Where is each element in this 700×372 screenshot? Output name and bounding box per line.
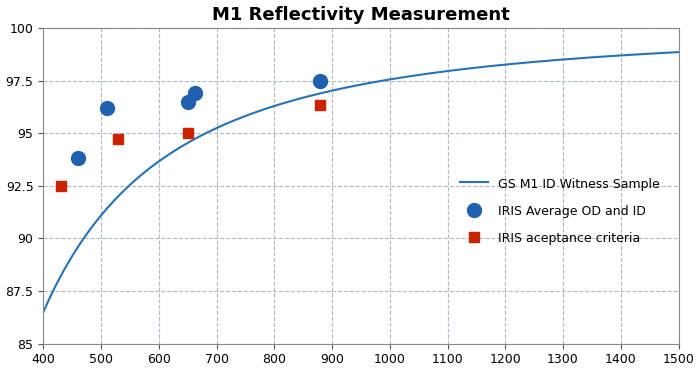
GS M1 ID Witness Sample [39,310,48,314]
GS M1 ID Witness Sample [296,96,304,101]
GS M1 ID Witness Sample [475,65,484,70]
GS M1 ID Witness Sample [674,50,682,54]
IRIS aceptance criteria [315,102,326,108]
IRIS Average OD and ID [182,99,193,105]
IRIS aceptance criteria [182,130,193,136]
IRIS aceptance criteria [113,137,124,142]
IRIS Average OD and ID [189,90,200,96]
GS M1 ID Witness Sample [546,58,554,63]
Title: M1 Reflectivity Measurement: M1 Reflectivity Measurement [212,6,510,23]
IRIS aceptance criteria [55,183,66,189]
IRIS Average OD and ID [315,77,326,83]
IRIS Average OD and ID [102,105,113,111]
Line: GS M1 ID Witness Sample: GS M1 ID Witness Sample [43,52,678,312]
IRIS Average OD and ID [72,155,83,161]
GS M1 ID Witness Sample [534,59,542,64]
GS M1 ID Witness Sample [104,205,112,209]
GS M1 ID Witness Sample [319,90,328,95]
Legend: GS M1 ID Witness Sample, IRIS Average OD and ID, IRIS aceptance criteria: GS M1 ID Witness Sample, IRIS Average OD… [454,171,666,251]
